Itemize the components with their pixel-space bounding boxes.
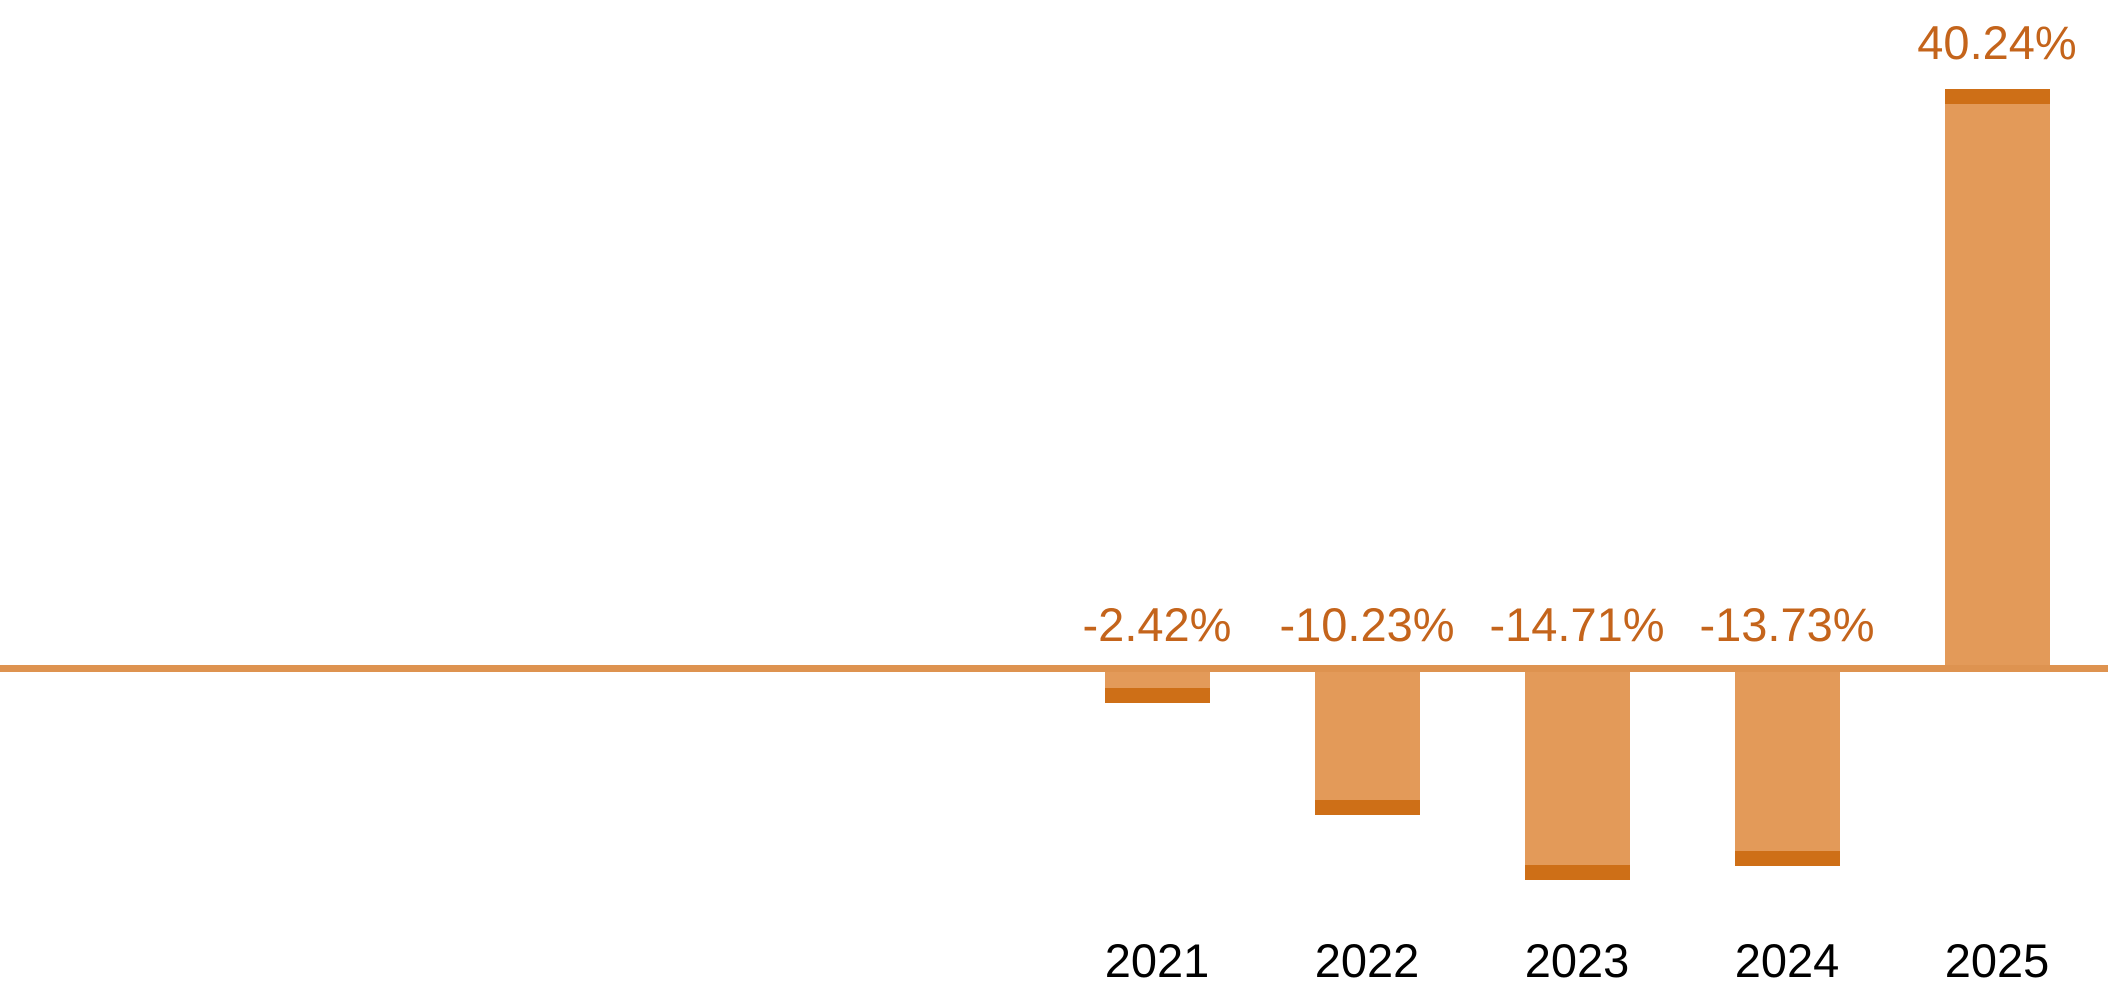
value-label: -2.42%: [1082, 597, 1232, 651]
bar-cap: [1524, 864, 1630, 880]
bar-2024: [1734, 668, 1840, 866]
value-label: -10.23%: [1279, 597, 1455, 651]
bar-cap: [1314, 800, 1420, 816]
value-label: -14.71%: [1489, 597, 1665, 651]
year-label: 2022: [1314, 934, 1420, 987]
bar-cap: [1944, 88, 2050, 104]
bar-2025: [1944, 88, 2050, 668]
bar-2023: [1524, 668, 1630, 880]
zero-axis-line: [0, 665, 2108, 672]
bar-cap: [1104, 687, 1210, 703]
bar-2021: [1104, 668, 1210, 703]
value-label: 40.24%: [1917, 16, 2077, 70]
bar-2022: [1314, 668, 1420, 816]
year-label: 2024: [1734, 934, 1840, 987]
bar-cap: [1734, 850, 1840, 866]
year-label: 2025: [1944, 934, 2050, 987]
value-label: -13.73%: [1699, 597, 1875, 651]
year-label: 2021: [1104, 934, 1210, 987]
year-label: 2023: [1524, 934, 1630, 987]
